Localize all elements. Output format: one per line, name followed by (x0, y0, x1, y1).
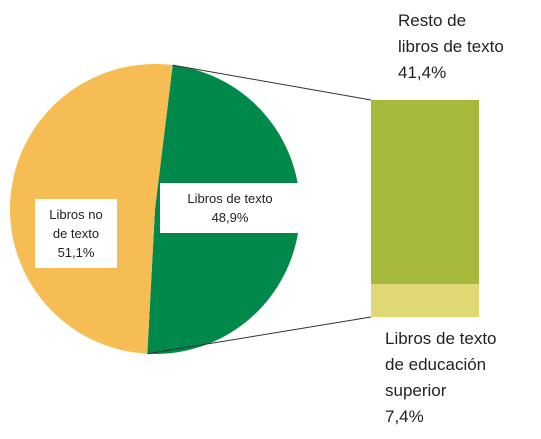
connector (147, 316, 372, 355)
bar-label: Resto de libros de texto 41,4% (398, 8, 510, 86)
connector (172, 64, 372, 101)
bar-segment (371, 100, 479, 285)
pie-label: Libros no de texto 51,1% (35, 199, 117, 268)
label-text: 51,1% (57, 245, 95, 260)
label-text: Libros de texto de educación superior (385, 329, 497, 400)
label-text: 7,4% (385, 407, 424, 426)
bar-segment (371, 284, 479, 317)
pie-label: Libros de texto 48,9% (160, 183, 300, 233)
bar-label: Libros de texto de educación superior 7,4… (385, 326, 520, 430)
label-text: 48,9% (211, 210, 249, 225)
label-text: 41,4% (398, 63, 447, 82)
label-text: Resto de libros de texto (398, 11, 504, 56)
label-text: Libros no de texto (49, 207, 103, 241)
label-text: Libros de texto (187, 191, 273, 206)
